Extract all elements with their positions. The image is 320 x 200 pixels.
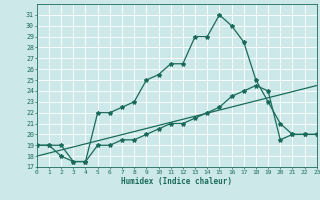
X-axis label: Humidex (Indice chaleur): Humidex (Indice chaleur)	[121, 177, 232, 186]
